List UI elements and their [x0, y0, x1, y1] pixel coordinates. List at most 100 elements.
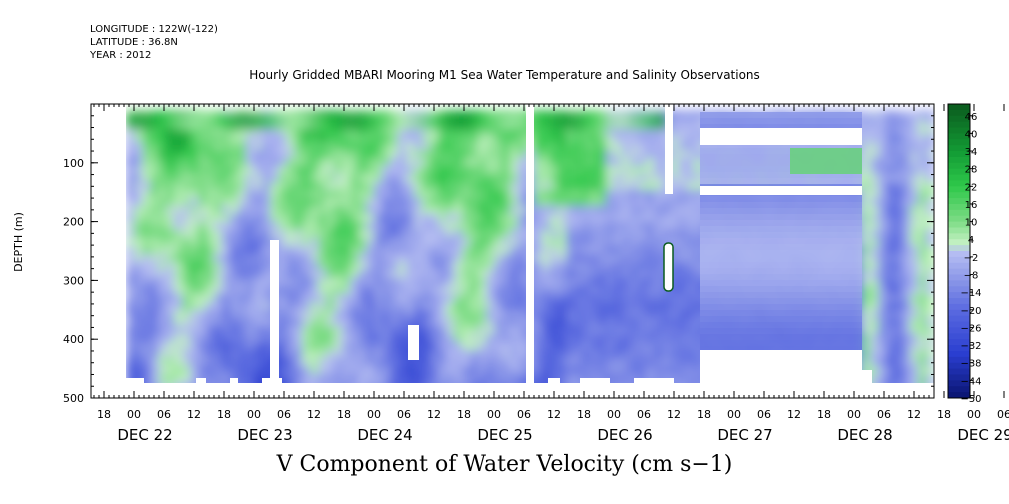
data-gap-8: [526, 104, 534, 398]
x-tick-label: 18: [97, 408, 111, 421]
data-gap-10: [580, 378, 610, 386]
data-gap-0: [91, 104, 126, 398]
colorbar-label: −14: [960, 288, 981, 299]
x-tick-label: 06: [997, 408, 1009, 421]
colorbar-swatch: [948, 209, 970, 217]
colorbar-swatch: [948, 292, 970, 299]
x-tick-label: 00: [247, 408, 261, 421]
year-label: YEAR : 2012: [90, 50, 152, 61]
x-tick-label: 06: [157, 408, 171, 421]
x-tick-label: 12: [667, 408, 681, 421]
y-axis-label: DEPTH (m): [12, 212, 25, 272]
data-gap-13: [700, 128, 862, 145]
colorbar-label: −8: [964, 271, 979, 282]
colorbar-swatch: [948, 274, 970, 281]
colorbar-label: 10: [965, 218, 978, 229]
x-tick-label: 18: [217, 408, 231, 421]
colorbar-swatch: [948, 280, 970, 287]
colorbar-swatch: [948, 309, 970, 317]
colorbar-swatch: [948, 392, 970, 399]
colorbar-swatch: [948, 256, 970, 264]
colorbar-swatch: [948, 239, 970, 246]
colorbar-swatch: [948, 215, 970, 223]
colorbar-label: 28: [965, 165, 978, 176]
longitude-label: LONGITUDE : 122W(-122): [90, 24, 218, 35]
data-gap-7: [408, 325, 419, 360]
colorbar-swatch: [948, 156, 970, 164]
x-tick-label: 00: [367, 408, 381, 421]
colorbar-swatch: [948, 321, 970, 328]
colorbar-label: −38: [960, 359, 981, 370]
colorbar-swatch: [948, 121, 970, 129]
latitude-label: LATITUDE : 36.8N: [90, 37, 178, 48]
data-gap-9: [548, 378, 560, 386]
colorbar-label: −44: [960, 376, 981, 387]
x-tick-label: 12: [187, 408, 201, 421]
colorbar-swatch: [948, 386, 970, 393]
x-tick-label: 18: [577, 408, 591, 421]
colorbar-swatch: [948, 180, 970, 187]
colorbar-swatch: [948, 221, 970, 228]
colorbar-swatch: [948, 198, 970, 205]
colorbar-swatch: [948, 174, 970, 181]
colorbar-swatch: [948, 192, 970, 199]
colorbar-label: 16: [965, 200, 978, 211]
colorbar-swatch: [948, 233, 970, 240]
x-tick-label: 00: [847, 408, 861, 421]
x-date-label: DEC 29: [957, 426, 1009, 444]
x-date-label: DEC 23: [237, 426, 292, 444]
data-gap-3: [196, 378, 206, 386]
colorbar-swatch: [948, 251, 970, 258]
y-tick-label: 300: [63, 274, 84, 287]
x-tick-label: 12: [307, 408, 321, 421]
y-tick-label: 500: [63, 392, 84, 405]
colorbar-swatch: [948, 104, 970, 111]
x-tick-label: 00: [967, 408, 981, 421]
colorbar-swatch: [948, 315, 970, 323]
colorbar-swatch: [948, 245, 970, 252]
x-tick-label: 06: [757, 408, 771, 421]
x-tick-label: 06: [277, 408, 291, 421]
colorbar-swatch: [948, 151, 970, 158]
colorbar-swatch: [948, 339, 970, 346]
data-gap-12: [665, 104, 673, 194]
y-tick-label: 400: [63, 333, 84, 346]
colorbar-label: −2: [964, 253, 979, 264]
colorbar-swatch: [948, 286, 970, 293]
x-date-label: DEC 28: [837, 426, 892, 444]
colorbar-swatch: [948, 168, 970, 176]
plot-frame: [90, 103, 935, 399]
colorbar-swatch: [948, 333, 970, 340]
colorbar-frame: [947, 103, 971, 399]
colorbar-swatch: [948, 133, 970, 140]
y-axis-ticks: 100 200 300 400 500: [63, 115, 934, 405]
data-gap-4: [230, 378, 238, 386]
x-tick-label: 18: [337, 408, 351, 421]
x-date-label: DEC 22: [117, 426, 172, 444]
colorbar-swatch: [948, 162, 970, 170]
x-tick-label: 12: [427, 408, 441, 421]
colorbar-label: −32: [960, 341, 981, 352]
x-date-label: DEC 26: [597, 426, 652, 444]
data-gap-15: [700, 350, 862, 390]
x-date-label: DEC 25: [477, 426, 532, 444]
x-tick-label: 06: [637, 408, 651, 421]
x-tick-label: 00: [727, 408, 741, 421]
x-date-label: DEC 27: [717, 426, 772, 444]
colorbar-swatch: [948, 145, 970, 152]
colorbar-swatch: [948, 109, 970, 117]
chart-title: Hourly Gridded MBARI Mooring M1 Sea Wate…: [249, 68, 760, 82]
colorbar-label: 22: [965, 182, 978, 193]
colorbar-swatch: [948, 327, 970, 334]
colorbar-swatch: [948, 262, 970, 270]
colorbar-label: −50: [960, 394, 981, 405]
x-tick-label: 06: [517, 408, 531, 421]
colorbar-swatch: [948, 115, 970, 123]
y-tick-label: 200: [63, 216, 84, 229]
colorbar-swatch: [948, 203, 970, 211]
x-tick-label: 18: [817, 408, 831, 421]
data-gap-2: [126, 378, 144, 386]
colorbar-swatch: [948, 303, 970, 311]
colorbar-swatch: [948, 298, 970, 305]
